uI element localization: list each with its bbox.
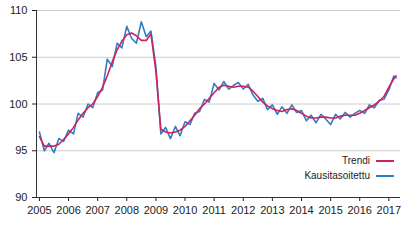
svg-text:105: 105 bbox=[9, 51, 27, 63]
svg-text:2007: 2007 bbox=[85, 204, 109, 216]
svg-text:100: 100 bbox=[9, 98, 27, 110]
svg-text:2009: 2009 bbox=[144, 204, 168, 216]
svg-text:2013: 2013 bbox=[260, 204, 284, 216]
html-text:Kausitasoitettu: Kausitasoitettu bbox=[304, 170, 370, 181]
svg-text:2010: 2010 bbox=[173, 204, 197, 216]
html-text:Trendi: Trendi bbox=[342, 155, 370, 166]
svg-text:2012: 2012 bbox=[231, 204, 255, 216]
svg-text:2006: 2006 bbox=[56, 204, 80, 216]
svg-text:2017: 2017 bbox=[377, 204, 401, 216]
svg-text:95: 95 bbox=[15, 144, 27, 156]
svg-text:2008: 2008 bbox=[115, 204, 139, 216]
svg-text:2015: 2015 bbox=[318, 204, 342, 216]
svg-text:110: 110 bbox=[10, 4, 28, 16]
svg-text:2014: 2014 bbox=[289, 204, 313, 216]
svg-text:2005: 2005 bbox=[27, 204, 51, 216]
svg-text:90: 90 bbox=[15, 191, 27, 203]
svg-text:2016: 2016 bbox=[347, 204, 371, 216]
svg-text:2011: 2011 bbox=[202, 204, 226, 216]
